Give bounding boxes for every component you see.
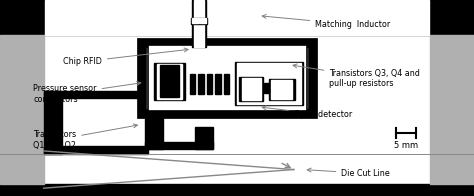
Bar — [142, 43, 313, 114]
Text: Open detector: Open detector — [262, 106, 352, 119]
Text: Pressure sensor
connectors: Pressure sensor connectors — [33, 82, 141, 104]
Bar — [239, 77, 263, 101]
Text: Chip RFID: Chip RFID — [63, 48, 188, 66]
Bar — [145, 113, 163, 149]
Text: Transistors
Q1 and Q2: Transistors Q1 and Q2 — [33, 124, 137, 150]
Bar — [237, 63, 301, 104]
Bar — [192, 0, 206, 47]
Bar — [157, 64, 182, 99]
Bar — [160, 65, 179, 97]
Bar — [194, 0, 204, 47]
Bar — [192, 18, 199, 23]
Text: Transistors Q3, Q4 and
pull-up resistors: Transistors Q3, Q4 and pull-up resistors — [293, 64, 420, 88]
Bar — [190, 74, 195, 94]
Bar — [45, 0, 429, 35]
Bar — [198, 74, 204, 94]
Bar — [44, 91, 144, 98]
Bar — [271, 80, 292, 99]
Bar — [0, 35, 44, 184]
Bar — [0, 0, 474, 35]
Bar — [430, 35, 474, 184]
Bar — [235, 62, 303, 105]
Bar — [154, 63, 185, 100]
Bar — [200, 18, 206, 23]
Bar — [215, 74, 221, 94]
Bar — [264, 83, 269, 93]
Bar — [148, 45, 307, 111]
Bar — [145, 142, 213, 149]
Bar — [195, 127, 213, 149]
Bar — [269, 79, 295, 100]
Bar — [224, 74, 229, 94]
Text: Matching  Inductor: Matching Inductor — [262, 15, 391, 29]
Bar — [242, 78, 261, 100]
Bar — [44, 146, 148, 154]
Bar — [0, 184, 474, 196]
Bar — [207, 74, 212, 94]
Bar — [44, 91, 62, 154]
Text: 5 mm: 5 mm — [394, 141, 418, 150]
Bar — [191, 18, 207, 24]
Text: Die Cut Line: Die Cut Line — [307, 168, 390, 178]
